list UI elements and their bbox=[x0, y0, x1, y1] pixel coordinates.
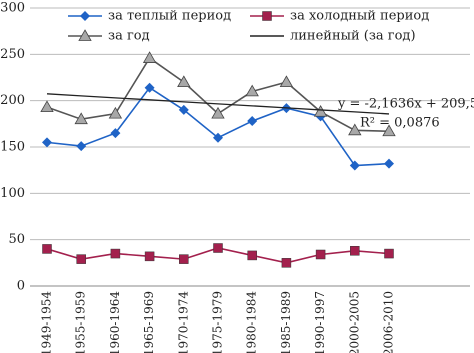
point bbox=[178, 104, 189, 115]
point bbox=[315, 249, 326, 260]
legend-marker bbox=[80, 11, 90, 21]
trend-r2: R² = 0,0876 bbox=[360, 116, 440, 131]
point bbox=[247, 250, 257, 261]
point bbox=[281, 258, 292, 268]
legend-marker bbox=[262, 11, 272, 21]
point bbox=[348, 123, 362, 136]
x-tick-label: 1980-1984 bbox=[245, 291, 259, 353]
point bbox=[384, 158, 394, 169]
point bbox=[349, 160, 360, 171]
y-tick-label: 150 bbox=[0, 140, 25, 155]
point bbox=[144, 251, 155, 262]
point bbox=[350, 246, 360, 256]
y-tick-label: 50 bbox=[8, 232, 25, 247]
x-tick-label: 1985-1989 bbox=[279, 291, 293, 353]
point bbox=[42, 244, 52, 254]
point bbox=[213, 132, 223, 143]
legend-label: за год bbox=[108, 29, 150, 44]
point bbox=[110, 128, 121, 139]
point bbox=[142, 51, 157, 63]
x-tick-label: 1949-1954 bbox=[40, 291, 54, 353]
y-tick-label: 250 bbox=[0, 47, 25, 62]
point bbox=[179, 254, 189, 264]
point bbox=[313, 104, 328, 117]
point bbox=[144, 82, 155, 93]
x-tick-label: 1970-1974 bbox=[176, 291, 190, 353]
point bbox=[76, 141, 87, 152]
point bbox=[384, 248, 394, 259]
x-tick-label: 1955-1959 bbox=[74, 291, 88, 353]
point bbox=[177, 75, 191, 88]
point bbox=[211, 106, 225, 119]
point bbox=[279, 75, 294, 88]
legend-label: за холодный период bbox=[290, 9, 429, 24]
point bbox=[110, 248, 121, 259]
x-tick-label: 1965-1969 bbox=[142, 291, 156, 353]
legend-label: за теплый период bbox=[108, 9, 231, 24]
point bbox=[76, 254, 86, 264]
legend-marker bbox=[78, 29, 92, 41]
series-line bbox=[46, 56, 390, 133]
x-tick-label: 2006-2010 bbox=[382, 291, 396, 353]
x-tick-label: 2000-2005 bbox=[347, 291, 361, 353]
x-tick-label: 1960-1964 bbox=[108, 291, 122, 353]
point bbox=[382, 124, 396, 137]
point bbox=[40, 100, 54, 113]
point bbox=[108, 106, 123, 119]
series-line bbox=[46, 93, 390, 115]
y-tick-label: 100 bbox=[0, 186, 25, 201]
point bbox=[74, 112, 88, 125]
point bbox=[42, 137, 52, 148]
point bbox=[247, 116, 258, 127]
x-tick-label: 1990-1997 bbox=[313, 291, 327, 353]
trend-equation: y = -2,1636x + 209,53 bbox=[337, 97, 474, 112]
y-tick-label: 200 bbox=[0, 93, 25, 108]
legend-label: линейный (за год) bbox=[290, 29, 416, 44]
y-tick-label: 300 bbox=[0, 1, 25, 16]
point bbox=[245, 84, 259, 97]
y-tick-label: 0 bbox=[17, 279, 25, 294]
point bbox=[213, 243, 223, 253]
x-tick-label: 1975-1979 bbox=[211, 291, 225, 353]
